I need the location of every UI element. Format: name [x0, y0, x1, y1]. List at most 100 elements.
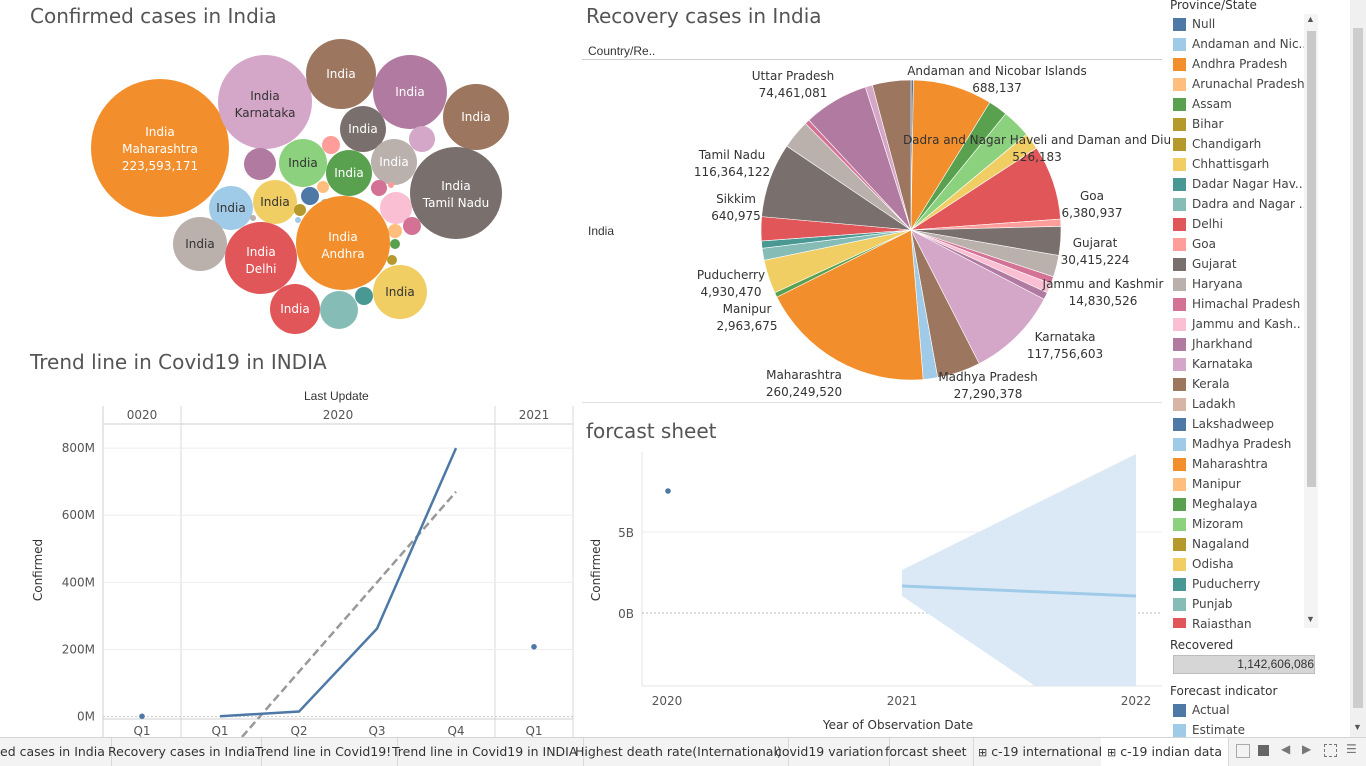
pie-slice-name: Karnataka	[1034, 330, 1096, 344]
bubble	[317, 181, 329, 193]
trend-chart[interactable]: 0020 2020 2021 Confirmed 800M 600M 400M 200…	[30, 402, 580, 737]
legend-item[interactable]: Gujarat	[1168, 254, 1304, 274]
bubble	[250, 215, 256, 221]
bubble-chart[interactable]: India Maharashtra 223,593,171 India Karn…	[0, 30, 580, 340]
pie-slice[interactable]	[872, 79, 912, 231]
tab-forecast-sheet[interactable]: forcast sheet	[879, 738, 974, 766]
bubble-label: 223,593,171	[122, 159, 198, 173]
tab-trend-line[interactable]: Trend line in Covid19!	[249, 738, 399, 766]
legend-item[interactable]: Null	[1168, 14, 1304, 34]
prev-sheet-icon[interactable]: ◀	[1281, 742, 1291, 756]
trend-y-label: Confirmed	[31, 539, 45, 601]
legend-swatch	[1173, 177, 1186, 191]
legend-item[interactable]: Punjab	[1168, 594, 1304, 614]
x-tick-label: Q1	[133, 724, 150, 737]
legend-item[interactable]: Assam	[1168, 94, 1304, 114]
legend-item[interactable]: Dadar Nagar Hav..	[1168, 174, 1304, 194]
legend-swatch	[1173, 417, 1186, 431]
legend-item[interactable]: Manipur	[1168, 474, 1304, 494]
legend-label: Lakshadweep	[1192, 417, 1275, 431]
pie-slice-value: 526,183	[1012, 150, 1062, 164]
y-tick-label: 600M	[62, 508, 95, 522]
legend-item[interactable]: Meghalaya	[1168, 494, 1304, 514]
legend-scrollbar[interactable]: ▲ ▼	[1304, 14, 1318, 628]
presentation-mode-icon[interactable]	[1324, 744, 1337, 757]
legend-item[interactable]: Nagaland	[1168, 534, 1304, 554]
tab-confirmed-cases[interactable]: ed cases in India	[0, 738, 112, 766]
scroll-down-icon[interactable]: ▼	[1353, 722, 1362, 732]
scroll-down-icon[interactable]: ▼	[1306, 614, 1315, 624]
pie-slice-label: Madhya Pradesh 27,290,378	[838, 369, 1138, 403]
legend-item[interactable]: Maharashtra	[1168, 454, 1304, 474]
recovery-pie[interactable]	[750, 70, 1075, 395]
pie-slice-name: Maharashtra	[766, 368, 842, 382]
legend-item[interactable]: Himachal Pradesh	[1168, 294, 1304, 314]
tab-highest-death-rate[interactable]: Highest death rate(International)	[569, 738, 789, 766]
menu-icon[interactable]: ☰	[1346, 742, 1357, 756]
pie-slice[interactable]	[776, 229, 924, 381]
legend-label: Puducherry	[1192, 577, 1261, 591]
trend-title: Trend line in Covid19 in INDIA	[30, 350, 327, 374]
bubble	[371, 139, 417, 185]
legend-swatch	[1173, 57, 1186, 71]
next-sheet-icon[interactable]: ▶	[1302, 742, 1312, 756]
legend-item[interactable]: Mizoram	[1168, 514, 1304, 534]
window-scrollbar[interactable]: ▼	[1350, 0, 1366, 737]
filmstrip-icon[interactable]	[1258, 745, 1269, 756]
tab-recovery-cases[interactable]: Recovery cases in India	[102, 738, 263, 766]
sheet-sorter-icon[interactable]	[1236, 744, 1250, 758]
legend-item[interactable]: Ladakh	[1168, 394, 1304, 414]
window-scroll-thumb[interactable]	[1353, 28, 1363, 708]
tab-c19-indian-data[interactable]: ⊞ c-19 indian data	[1101, 738, 1229, 766]
legend-swatch	[1173, 337, 1186, 351]
legend-item[interactable]: Madhya Pradesh	[1168, 434, 1304, 454]
forecast-legend-item[interactable]: Estimate	[1168, 720, 1318, 740]
legend-item[interactable]: Jharkhand	[1168, 334, 1304, 354]
tab-covid19-variation[interactable]: covid19 variation	[769, 738, 891, 766]
legend-item[interactable]: Andaman and Nic..	[1168, 34, 1304, 54]
legend-item[interactable]: Puducherry	[1168, 574, 1304, 594]
legend-item[interactable]: Andhra Pradesh	[1168, 54, 1304, 74]
legend-item[interactable]: Kerala	[1168, 374, 1304, 394]
legend-item[interactable]: Odisha	[1168, 554, 1304, 574]
pane-divider	[582, 402, 1162, 403]
tab-trend-line-india[interactable]: Trend line in Covid19 in INDIA	[386, 738, 585, 766]
legend-item[interactable]: Chandigarh	[1168, 134, 1304, 154]
legend-item[interactable]: Chhattisgarh	[1168, 154, 1304, 174]
legend-swatch	[1173, 477, 1186, 491]
forecast-actual-point	[665, 488, 671, 494]
legend-swatch	[1173, 157, 1186, 171]
legend-item[interactable]: Lakshadweep	[1168, 414, 1304, 434]
legend-item[interactable]: Delhi	[1168, 214, 1304, 234]
forecast-legend-item[interactable]: Actual	[1168, 700, 1318, 720]
legend-label: Karnataka	[1192, 357, 1253, 371]
x-tick-label: Q1	[525, 724, 542, 737]
bubble-label: India	[326, 67, 355, 81]
sheet-tab-bar: ed cases in India Recovery cases in Indi…	[0, 737, 1366, 766]
tab-c19-international[interactable]: ⊞ c-19 international	[972, 738, 1110, 766]
legend-item[interactable]: Arunachal Pradesh	[1168, 74, 1304, 94]
recovered-value-slider[interactable]: 1,142,606,086	[1173, 655, 1315, 674]
scroll-up-icon[interactable]: ▲	[1306, 14, 1315, 24]
legend-item[interactable]: Haryana	[1168, 274, 1304, 294]
legend-swatch	[1173, 397, 1186, 411]
legend-label: Ladakh	[1192, 397, 1236, 411]
x-tick-label: Q2	[290, 724, 307, 737]
pie-slice-value: 688,137	[972, 81, 1022, 95]
legend-item[interactable]: Goa	[1168, 234, 1304, 254]
legend-item[interactable]: Dadra and Nagar ..	[1168, 194, 1304, 214]
legend-swatch	[1173, 237, 1186, 251]
forecast-chart[interactable]: Confirmed 5B 0B 2020 2021 2022 Year of O…	[582, 448, 1164, 738]
legend-list[interactable]: Null Andaman and Nic.. Andhra Pradesh Aruna…	[1168, 14, 1304, 628]
legend-scroll-thumb[interactable]	[1307, 31, 1316, 487]
bubble	[306, 39, 376, 109]
pie-slice[interactable]	[910, 229, 1045, 364]
pie-slice-name: Goa	[1080, 189, 1104, 203]
legend-item[interactable]: Rajasthan	[1168, 614, 1304, 628]
legend-item[interactable]: Bihar	[1168, 114, 1304, 134]
legend-swatch	[1173, 77, 1186, 91]
pie-slice-value: 27,290,378	[953, 387, 1023, 401]
legend-item[interactable]: Karnataka	[1168, 354, 1304, 374]
legend-item[interactable]: Jammu and Kash..	[1168, 314, 1304, 334]
year-header: 2020	[323, 408, 354, 422]
